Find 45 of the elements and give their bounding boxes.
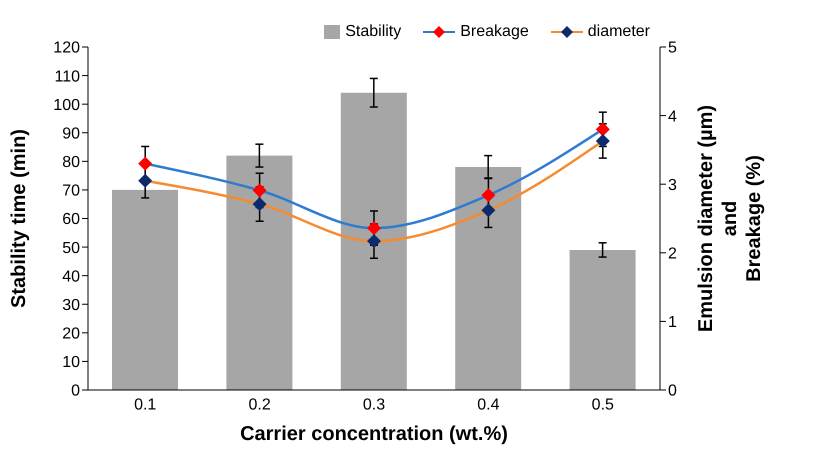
x-tick-label: 0.2 [248, 396, 271, 414]
point [252, 183, 267, 198]
y2-tick-label: 2 [668, 245, 677, 262]
y2-tick-label: 5 [668, 40, 677, 57]
y-tick-label: 70 [62, 182, 80, 200]
y-tick-label: 90 [62, 125, 80, 142]
legend-label: Stability [345, 23, 402, 41]
bar [226, 156, 292, 390]
y2-tick-label: 3 [668, 176, 677, 194]
y2-tick-label: 0 [668, 382, 677, 400]
y-tick-label: 0 [71, 382, 80, 400]
y-axis-title: Stability time (min) [8, 129, 30, 308]
y-tick-label: 40 [62, 268, 80, 286]
point [367, 234, 381, 248]
point [252, 197, 267, 212]
y-tick-label: 30 [62, 296, 80, 314]
point [367, 221, 381, 236]
point [596, 134, 610, 148]
y-tick-label: 50 [62, 240, 80, 257]
y-tick-label: 100 [53, 96, 80, 114]
x-tick-label: 0.5 [592, 396, 614, 414]
y-tick-label: 60 [62, 211, 80, 228]
legend-label: Breakage [460, 23, 529, 41]
x-tick-label: 0.4 [477, 396, 500, 414]
bar [570, 250, 636, 390]
bar [112, 190, 178, 390]
y2-tick-label: 4 [668, 108, 677, 126]
bar [340, 92, 407, 390]
y-tick-label: 10 [62, 354, 80, 372]
x-tick-label: 0.1 [134, 396, 156, 414]
point [138, 156, 152, 171]
y-tick-label: 120 [53, 40, 80, 57]
point [138, 174, 152, 188]
point [481, 203, 496, 218]
y-tick-label: 110 [54, 68, 80, 86]
y-tick-label: 20 [62, 326, 80, 343]
y-tick-label: 80 [62, 154, 80, 172]
x-axis-title: Carrier concentration (wt.%) [240, 423, 508, 445]
legend-label: diameter [588, 23, 650, 41]
point [481, 188, 496, 202]
point [596, 122, 610, 136]
y2-axis-title: Emulsion diameter (µm) and Breakage (%) [695, 104, 765, 332]
y2-tick-label: 1 [668, 314, 677, 332]
x-tick-label: 0.3 [362, 396, 386, 414]
bar [455, 167, 522, 390]
